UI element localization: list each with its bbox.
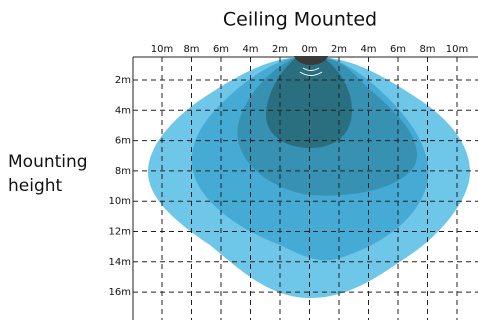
x-label: 10m	[446, 44, 468, 55]
y-label: 16m	[109, 287, 131, 298]
x-label: 6m	[213, 44, 229, 55]
y-label: 6m	[115, 136, 131, 147]
y-label: 2m	[115, 75, 131, 86]
grid	[133, 57, 478, 320]
x-label: 2m	[331, 44, 347, 55]
labels: 10m 8m 6m 4m 2m 0m 2m 4m 6m 8m 10m 2m 4m 6m 8m 10m 12m 14…	[109, 44, 469, 298]
side-label: Mounting	[8, 152, 88, 172]
x-label: 0m	[301, 44, 317, 55]
y-label: 8m	[115, 166, 131, 177]
side-label: height	[8, 176, 63, 196]
y-label: 4m	[115, 105, 131, 116]
x-label: 8m	[419, 44, 435, 55]
x-label: 4m	[360, 44, 376, 55]
sensor-waves	[299, 67, 323, 76]
title: Ceiling Mounted	[223, 9, 377, 31]
y-label: 10m	[109, 196, 131, 207]
y-label: 14m	[109, 257, 131, 268]
x-label: 4m	[242, 44, 258, 55]
x-label: 8m	[183, 44, 199, 55]
sensor-body	[294, 56, 328, 65]
x-label: 2m	[272, 44, 288, 55]
y-label: 12m	[109, 227, 131, 238]
sensor	[294, 56, 328, 76]
x-label: 6m	[390, 44, 406, 55]
x-label: 10m	[151, 44, 173, 55]
